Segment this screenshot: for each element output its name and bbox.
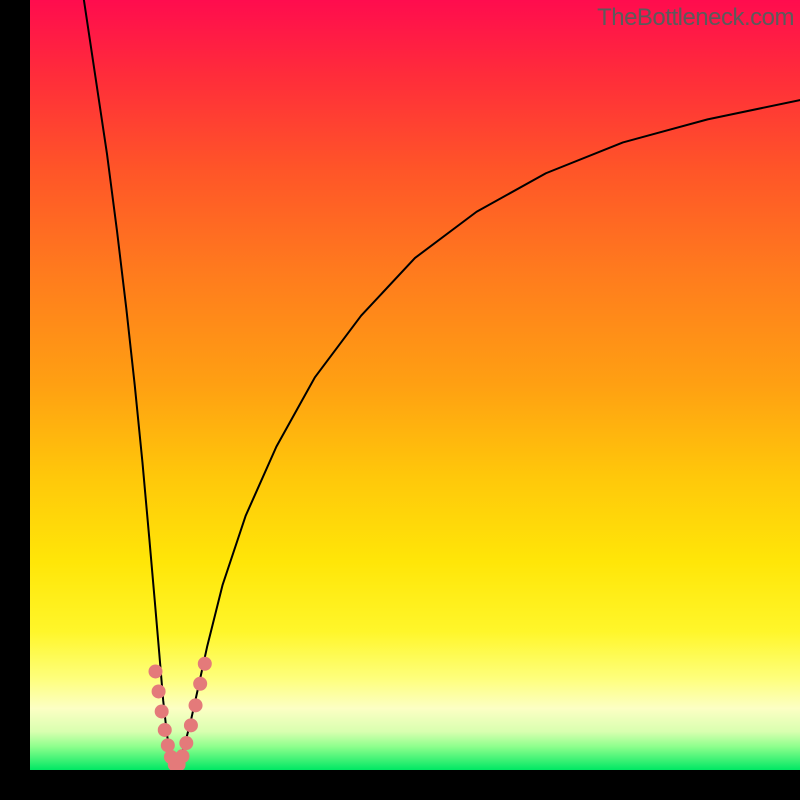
chart-frame: TheBottleneck.com	[0, 0, 800, 800]
marker-dot	[189, 698, 203, 712]
gradient-background	[30, 0, 800, 770]
marker-dot	[193, 677, 207, 691]
marker-dot	[155, 704, 169, 718]
marker-dot	[184, 718, 198, 732]
marker-dot	[198, 657, 212, 671]
marker-dot	[179, 736, 193, 750]
marker-dot	[175, 749, 189, 763]
marker-dot	[158, 723, 172, 737]
marker-dot	[152, 684, 166, 698]
plot-area	[30, 0, 800, 770]
marker-dot	[149, 664, 163, 678]
watermark-text: TheBottleneck.com	[597, 4, 794, 32]
